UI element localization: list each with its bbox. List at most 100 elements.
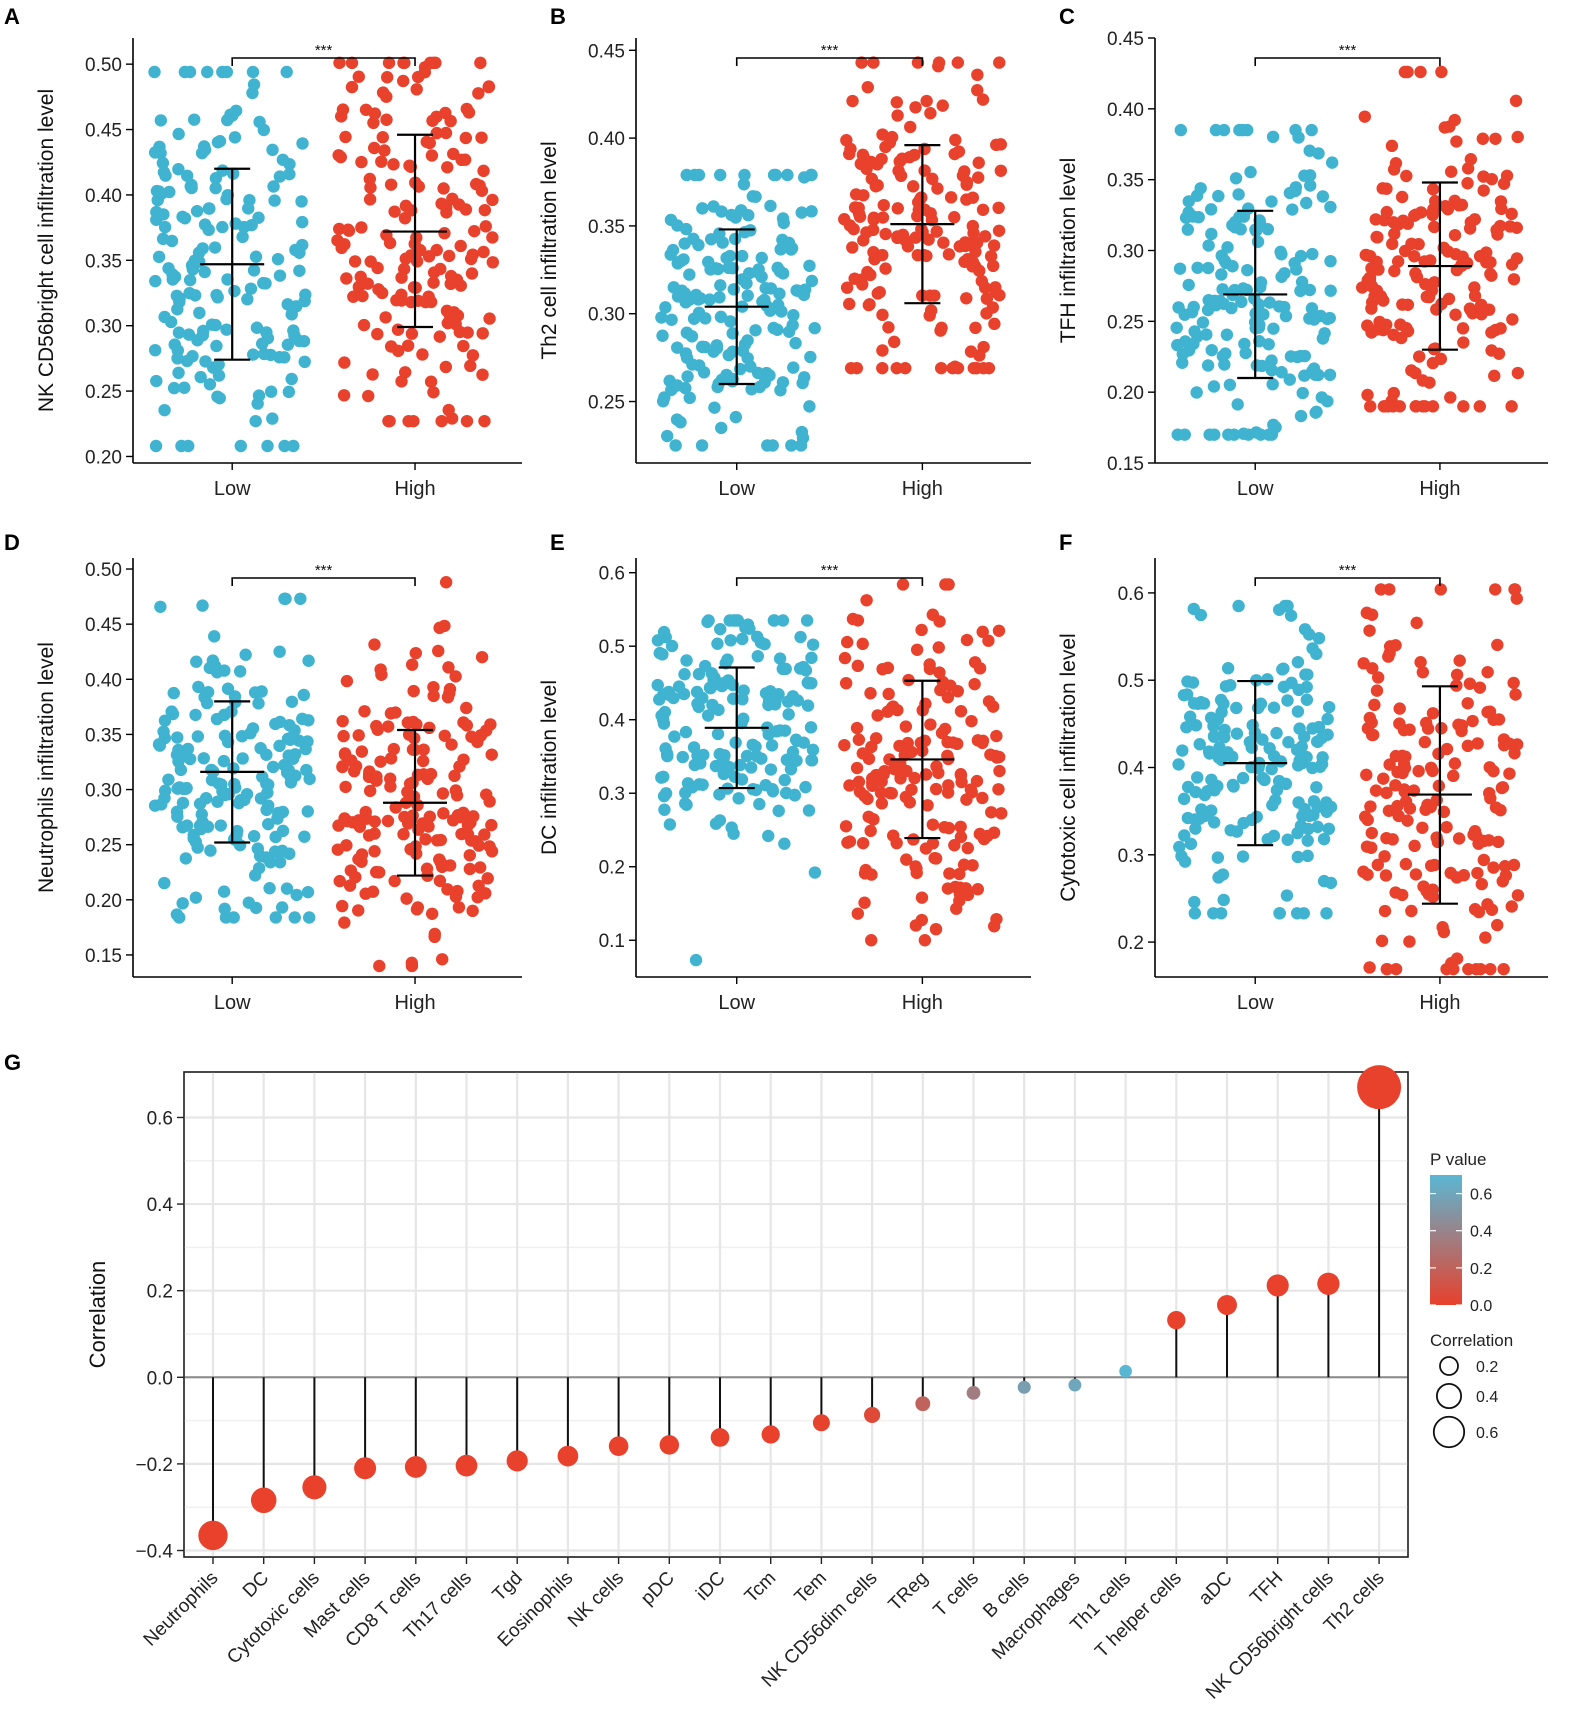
data-point bbox=[1383, 758, 1396, 771]
significance-bracket bbox=[231, 57, 416, 66]
data-point bbox=[906, 180, 920, 193]
data-point bbox=[751, 649, 765, 663]
data-point bbox=[152, 185, 166, 198]
data-point bbox=[1477, 853, 1491, 867]
data-point bbox=[1473, 250, 1487, 263]
data-point bbox=[993, 56, 1006, 69]
data-point bbox=[1399, 857, 1413, 871]
data-point bbox=[260, 748, 273, 761]
data-point bbox=[461, 828, 475, 841]
x-tick-label: Tem bbox=[791, 1568, 831, 1608]
y-tick-label: 0.20 bbox=[1107, 383, 1144, 404]
data-point bbox=[457, 339, 470, 353]
data-point bbox=[370, 865, 383, 879]
data-point bbox=[252, 697, 265, 710]
data-point bbox=[1509, 688, 1522, 701]
data-point bbox=[298, 355, 311, 369]
data-point bbox=[464, 359, 477, 373]
lollipop-th2-cells bbox=[1357, 1065, 1402, 1378]
lollipop-macrophages bbox=[1068, 1377, 1082, 1392]
data-point bbox=[374, 663, 387, 676]
data-point bbox=[192, 680, 205, 694]
data-point bbox=[1365, 826, 1378, 840]
data-point bbox=[1257, 308, 1270, 321]
data-point bbox=[433, 874, 447, 888]
data-point bbox=[296, 215, 309, 229]
significance-bracket bbox=[1254, 57, 1441, 66]
data-point bbox=[1275, 366, 1288, 379]
data-point bbox=[737, 684, 750, 697]
data-point bbox=[960, 793, 973, 806]
data-point bbox=[363, 193, 377, 206]
data-point bbox=[704, 262, 718, 276]
data-point bbox=[1190, 386, 1203, 399]
data-point bbox=[217, 754, 231, 768]
data-point bbox=[430, 126, 443, 140]
data-point bbox=[840, 133, 853, 147]
data-point bbox=[1230, 727, 1244, 740]
bracket-line bbox=[1254, 577, 1441, 586]
data-point bbox=[331, 843, 345, 856]
data-point bbox=[248, 686, 262, 699]
data-point bbox=[750, 750, 764, 763]
data-point bbox=[762, 829, 775, 843]
lollipop-dot bbox=[710, 1428, 730, 1447]
data-point bbox=[406, 743, 420, 756]
data-point bbox=[805, 754, 818, 767]
data-point bbox=[466, 904, 479, 918]
data-point bbox=[264, 385, 278, 398]
data-point bbox=[1276, 663, 1289, 676]
data-point bbox=[229, 104, 243, 118]
data-point bbox=[1426, 208, 1439, 222]
data-point bbox=[948, 839, 961, 852]
y-tick-label: 0.35 bbox=[1107, 171, 1144, 192]
data-point bbox=[479, 220, 492, 233]
data-point bbox=[384, 340, 398, 353]
data-point bbox=[1280, 889, 1294, 902]
data-point bbox=[1505, 900, 1518, 913]
data-point bbox=[1322, 700, 1336, 714]
data-point bbox=[287, 324, 300, 337]
data-point bbox=[1364, 400, 1377, 413]
data-point bbox=[1492, 835, 1505, 849]
data-point bbox=[218, 729, 232, 742]
data-point bbox=[787, 361, 800, 374]
data-point bbox=[352, 280, 366, 294]
data-point bbox=[387, 742, 401, 756]
data-point bbox=[713, 747, 726, 761]
data-point bbox=[399, 199, 413, 213]
data-point bbox=[1302, 822, 1315, 836]
data-point bbox=[1324, 284, 1337, 297]
lollipop-t-helper-cells bbox=[1167, 1310, 1186, 1378]
data-point bbox=[676, 750, 689, 764]
data-point bbox=[1444, 866, 1457, 880]
data-point bbox=[276, 824, 290, 838]
data-point bbox=[1262, 428, 1276, 441]
data-point bbox=[961, 841, 975, 855]
data-point bbox=[1172, 758, 1185, 771]
significance-label: *** bbox=[315, 42, 333, 59]
data-point bbox=[942, 248, 956, 261]
data-point bbox=[246, 722, 260, 735]
data-point bbox=[1410, 616, 1423, 630]
lollipop-dc bbox=[250, 1377, 277, 1514]
significance-bracket bbox=[1254, 577, 1441, 586]
data-point bbox=[1263, 742, 1276, 755]
data-point bbox=[799, 664, 813, 677]
data-point bbox=[840, 281, 854, 294]
data-point bbox=[910, 643, 924, 656]
data-point bbox=[1305, 302, 1319, 315]
data-point bbox=[1267, 829, 1281, 843]
data-point bbox=[1371, 671, 1385, 684]
data-point bbox=[163, 185, 176, 199]
data-point bbox=[1196, 316, 1210, 329]
data-point bbox=[939, 578, 952, 591]
data-point bbox=[773, 724, 787, 737]
y-tick-label: 0.25 bbox=[85, 836, 122, 857]
data-point bbox=[1455, 724, 1468, 738]
data-point bbox=[1306, 247, 1319, 261]
data-point bbox=[478, 414, 491, 428]
data-point bbox=[398, 212, 412, 225]
data-point bbox=[1385, 139, 1399, 153]
data-point bbox=[741, 289, 754, 302]
